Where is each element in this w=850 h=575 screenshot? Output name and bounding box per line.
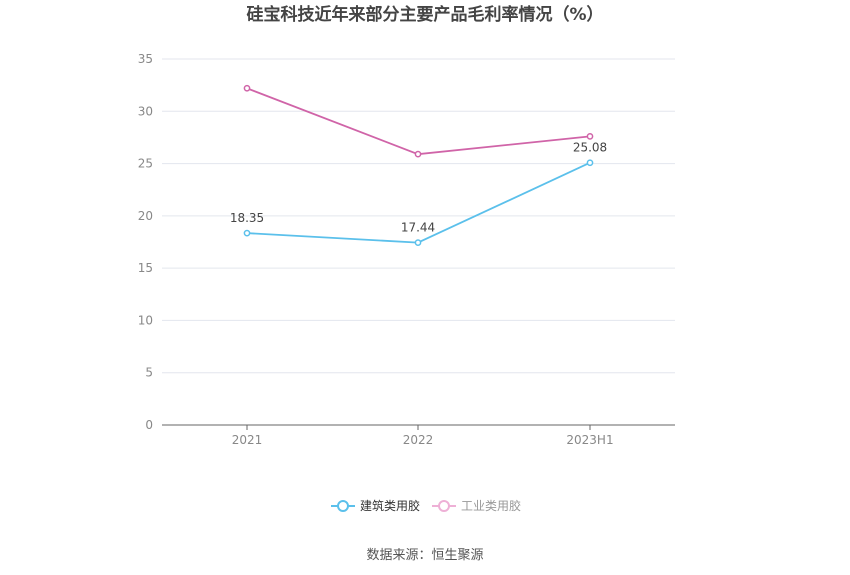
x-axis: 2021 2022 2023H1: [162, 424, 675, 447]
series-lines: 18.35 17.44 25.08: [230, 84, 607, 246]
legend-marker-icon: [337, 500, 349, 512]
data-point[interactable]: [586, 159, 594, 167]
chart-title: 硅宝科技近年来部分主要产品毛利率情况（%）: [246, 4, 603, 25]
y-tick-label: 15: [138, 261, 153, 275]
legend-label: 工业类用胶: [461, 498, 521, 513]
data-point[interactable]: [243, 84, 251, 92]
legend-item[interactable]: 工业类用胶: [432, 498, 521, 513]
legend-item[interactable]: 建筑类用胶: [331, 498, 420, 513]
data-point[interactable]: [586, 133, 594, 140]
data-label: 18.35: [230, 211, 264, 225]
data-point[interactable]: [414, 150, 422, 158]
y-tick-label: 35: [138, 52, 153, 66]
y-tick-label: 0: [145, 418, 153, 432]
data-point[interactable]: [414, 239, 422, 246]
x-tick-label: 2021: [232, 433, 263, 447]
data-point[interactable]: [243, 229, 251, 237]
data-label: 25.08: [573, 141, 607, 155]
y-tick-label: 10: [138, 313, 153, 327]
y-axis: 0 5 10 15 20 25 30 35: [138, 52, 153, 432]
data-label: 17.44: [401, 221, 435, 235]
y-tick-label: 25: [138, 157, 153, 171]
data-source: 数据来源：恒生聚源: [366, 548, 483, 563]
legend[interactable]: 建筑类用胶 工业类用胶: [331, 498, 521, 513]
legend-marker-icon: [438, 500, 450, 512]
x-tick-label: 2023H1: [566, 433, 613, 447]
y-tick-label: 20: [138, 209, 153, 223]
series-line: [246, 87, 591, 156]
legend-label: 建筑类用胶: [360, 498, 420, 513]
y-tick-label: 5: [145, 366, 153, 380]
x-tick-label: 2022: [403, 433, 434, 447]
grid: [162, 58, 675, 374]
y-tick-label: 30: [138, 104, 153, 118]
